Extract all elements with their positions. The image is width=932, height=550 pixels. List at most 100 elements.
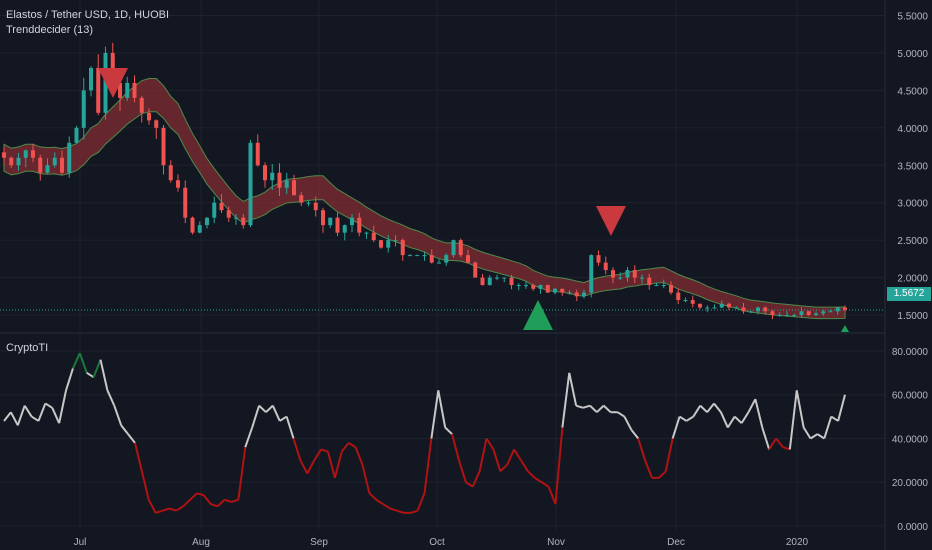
candle-body: [270, 172, 275, 181]
cryptoti-segment: [582, 404, 591, 409]
cryptoti-segment: [513, 448, 522, 461]
cryptoti-segment: [65, 368, 74, 391]
cryptoti-segment: [106, 389, 116, 407]
indicator-label: Trenddecider (13): [6, 24, 94, 36]
osc-tick-label: 20.0000: [892, 478, 929, 489]
candle-body: [284, 180, 289, 188]
candle-body: [531, 285, 536, 289]
cryptoti-segment: [175, 505, 184, 512]
price-tick-label: 5.0000: [897, 49, 928, 60]
cryptoti-segment: [726, 416, 736, 429]
cryptoti-segment: [630, 429, 639, 440]
cryptoti-segment: [113, 405, 123, 426]
candle-body: [16, 157, 21, 166]
candle-body: [74, 127, 79, 143]
candle-body: [110, 52, 115, 83]
candle-body: [734, 307, 739, 309]
cryptoti-segment: [279, 415, 288, 422]
candle-body: [400, 240, 405, 256]
candle-body: [545, 285, 550, 293]
cryptoti-segment: [596, 404, 605, 413]
cryptoti-segment: [713, 402, 722, 413]
candle-body: [444, 255, 449, 263]
cryptoti-segment: [816, 433, 825, 440]
candle-body: [516, 285, 521, 287]
cryptoti-segment: [589, 404, 598, 413]
candle-body: [596, 255, 601, 263]
candle-body: [538, 285, 543, 289]
cryptoti-segment: [478, 438, 488, 472]
candle-body: [335, 217, 340, 233]
cryptoti-segment: [692, 405, 702, 418]
cryptoti-segment: [244, 427, 254, 448]
osc-tick-label: 0.0000: [897, 522, 928, 533]
candle-body: [321, 210, 325, 226]
cryptoti-segment: [437, 390, 447, 428]
cryptoti-segment: [348, 442, 357, 449]
candle-body: [118, 82, 122, 98]
cryptoti-segment: [51, 407, 61, 424]
candle-body: [313, 202, 318, 211]
cryptoti-line: [3, 352, 846, 514]
cryptoti-segment: [458, 460, 467, 483]
cryptoti-segment: [368, 492, 377, 501]
cryptoti-segment: [265, 404, 274, 413]
candle-body: [835, 307, 840, 312]
cryptoti-segment: [313, 448, 322, 461]
candle-body: [821, 311, 826, 314]
candle-body: [451, 240, 456, 256]
candle-body: [31, 150, 35, 158]
candle-body: [770, 311, 775, 316]
candle-body: [212, 202, 217, 218]
candle-body: [466, 255, 470, 263]
cryptoti-segment: [203, 494, 212, 505]
candle-body: [342, 225, 347, 233]
cryptoti-segment: [292, 438, 302, 461]
candle-body: [828, 311, 833, 313]
candle-body: [81, 90, 86, 128]
cryptoti-segment: [471, 470, 481, 488]
cryptoti-segment: [416, 492, 426, 512]
candle-body: [603, 262, 608, 271]
cryptoti-segment: [520, 459, 529, 472]
cryptoti-segment: [451, 433, 460, 461]
candle-body: [712, 307, 717, 309]
cryptoti-segment: [258, 404, 267, 413]
cryptoti-segment: [444, 426, 453, 435]
cryptoti-segment: [189, 492, 198, 501]
candle-body: [379, 240, 383, 248]
cryptoti-segment: [575, 404, 584, 409]
cryptoti-segment: [251, 405, 261, 428]
candle-body: [806, 311, 811, 316]
cryptoti-segment: [86, 371, 95, 379]
candle-body: [618, 277, 623, 279]
cryptoti-segment: [162, 507, 170, 512]
candle-body: [45, 165, 50, 173]
last-price-badge: 1.5672: [887, 287, 931, 301]
cryptoti-segment: [754, 398, 764, 428]
cryptoti-segment: [169, 507, 177, 512]
oscillator-label: CryptoTI: [6, 342, 49, 354]
time-tick-label: Aug: [192, 537, 210, 548]
candle-body: [328, 217, 333, 226]
candlestick-series: [2, 42, 847, 320]
cryptoti-segment: [361, 464, 371, 494]
sell-signal-marker: [98, 68, 128, 98]
chart-grid: [0, 0, 886, 550]
candle-body: [9, 157, 14, 166]
price-tick-label: 5.5000: [897, 11, 928, 22]
candle-body: [234, 217, 238, 219]
cryptoti-segment: [720, 411, 729, 428]
cryptoti-segment: [568, 372, 578, 406]
candle-body: [292, 180, 296, 196]
cryptoti-segment: [31, 415, 40, 422]
candle-body: [161, 127, 166, 166]
time-tick-label: Nov: [547, 537, 565, 548]
candle-body: [255, 142, 260, 166]
candle-body: [480, 277, 485, 286]
candle-body: [60, 157, 64, 173]
candle-body: [495, 277, 499, 279]
cryptoti-segment: [396, 509, 405, 514]
cryptoti-segment: [788, 390, 798, 450]
